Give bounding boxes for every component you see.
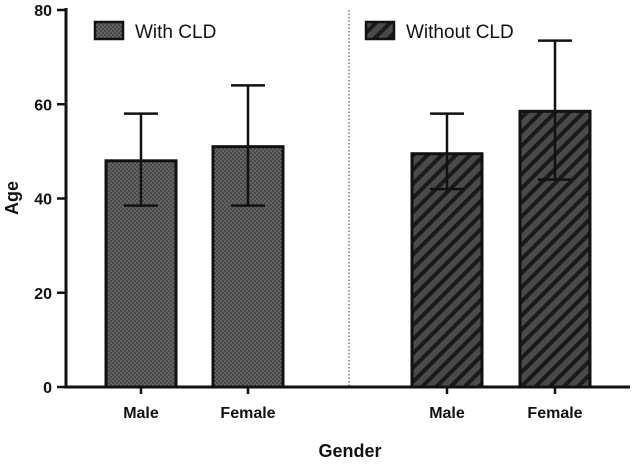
bar-without-cld-male bbox=[410, 152, 484, 389]
y-tick-label-80: 80 bbox=[34, 3, 52, 20]
x-tick-label-with-cld-male: Male bbox=[123, 405, 159, 422]
x-tick-label-without-cld-male: Male bbox=[429, 405, 465, 422]
legend-swatch-without-cld bbox=[364, 20, 396, 41]
y-tick-label-40: 40 bbox=[34, 192, 52, 209]
y-tick-label-20: 20 bbox=[34, 286, 52, 303]
plot-area: Male Female Male Female 0 20 40 60 80 bbox=[34, 3, 630, 422]
x-tick-label-without-cld-female: Female bbox=[527, 405, 582, 422]
legend-swatch-with-cld bbox=[93, 20, 125, 41]
y-tick-label-0: 0 bbox=[43, 380, 52, 397]
legend: With CLD Without CLD bbox=[93, 20, 514, 43]
legend-label-with-cld: With CLD bbox=[135, 22, 216, 43]
x-axis-title: Gender bbox=[318, 441, 381, 461]
y-tick-label-60: 60 bbox=[34, 97, 52, 114]
legend-label-without-cld: Without CLD bbox=[406, 22, 514, 43]
x-tick-label-with-cld-female: Female bbox=[220, 405, 275, 422]
y-axis-title: Age bbox=[2, 181, 22, 215]
